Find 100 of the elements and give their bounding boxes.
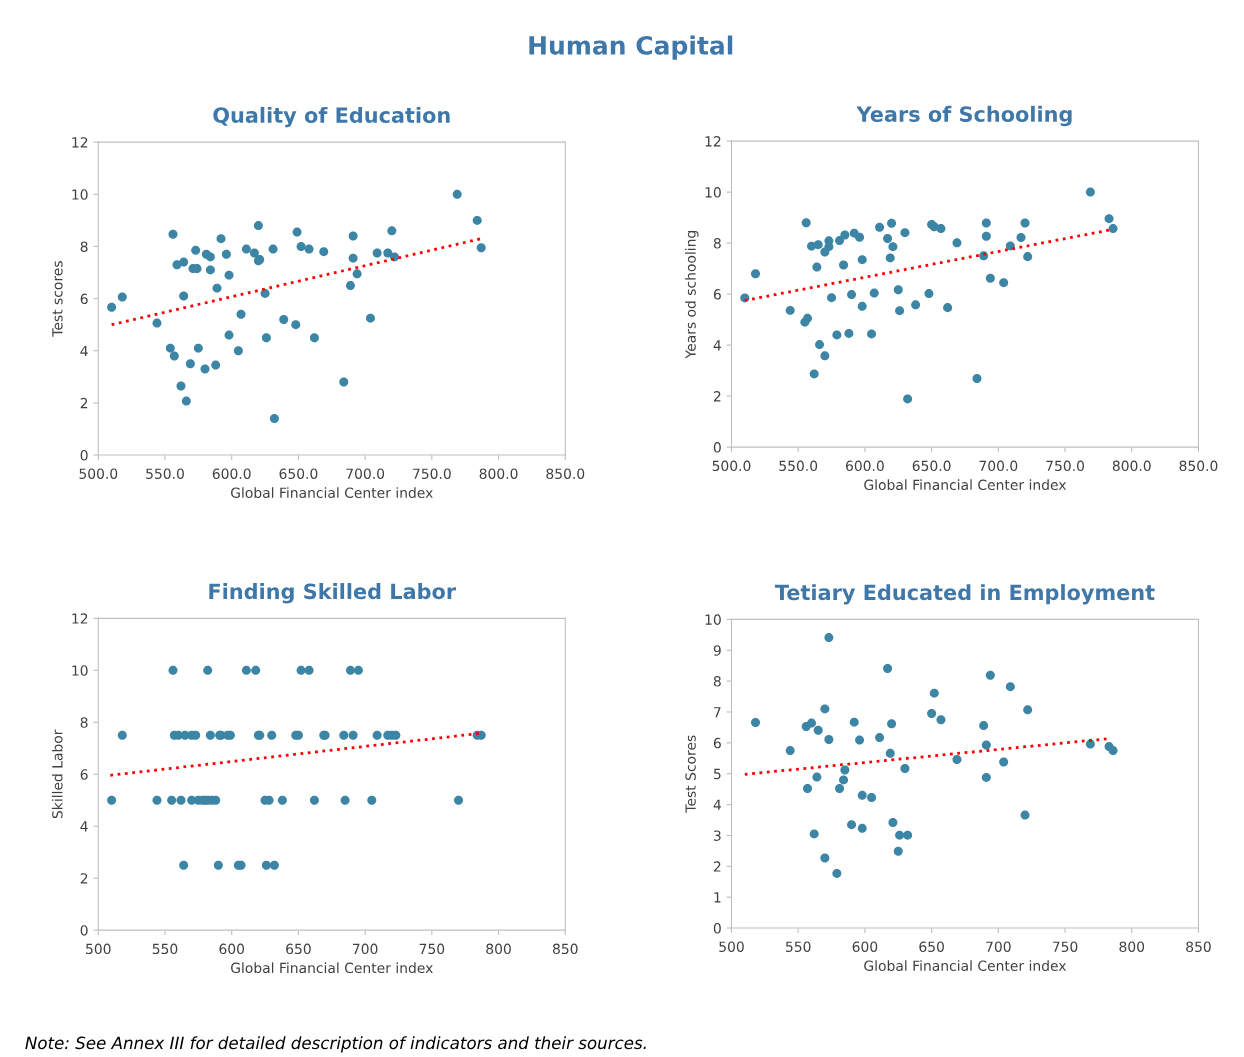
point bbox=[249, 248, 259, 258]
y-tick-label: 5 bbox=[713, 768, 721, 780]
x-tick-label: 800.0 bbox=[479, 468, 518, 479]
point bbox=[812, 262, 822, 272]
point bbox=[236, 309, 246, 319]
point bbox=[785, 746, 795, 756]
x-tick-label: 750.0 bbox=[1046, 460, 1084, 472]
point bbox=[319, 247, 329, 257]
point bbox=[820, 853, 830, 863]
point bbox=[291, 320, 301, 330]
point bbox=[213, 860, 223, 870]
y-tick-label: 10 bbox=[705, 614, 721, 625]
point bbox=[888, 817, 898, 827]
point bbox=[875, 733, 885, 743]
point bbox=[296, 241, 306, 251]
point bbox=[1023, 705, 1033, 715]
point bbox=[809, 829, 819, 839]
point bbox=[869, 288, 879, 298]
text: Note: See Annex III for detailed description of indicators and their sources. bbox=[25, 1036, 646, 1053]
point bbox=[1108, 746, 1118, 756]
point bbox=[304, 244, 314, 254]
x-tick-label: 650 bbox=[919, 941, 944, 952]
point bbox=[268, 244, 278, 254]
point bbox=[340, 795, 350, 805]
point bbox=[855, 232, 865, 242]
y-tick-label: 0 bbox=[80, 925, 88, 936]
y-tick-label: 8 bbox=[80, 241, 88, 252]
point bbox=[847, 290, 857, 300]
point bbox=[885, 748, 895, 758]
point bbox=[185, 359, 195, 369]
point bbox=[888, 242, 898, 252]
point bbox=[936, 224, 946, 234]
point bbox=[203, 665, 213, 675]
point bbox=[840, 765, 850, 775]
point bbox=[857, 255, 867, 265]
x-tick-label: 500 bbox=[719, 941, 744, 952]
point bbox=[820, 351, 830, 361]
point bbox=[1108, 224, 1118, 234]
x-tick-label: 550.0 bbox=[779, 460, 818, 472]
point bbox=[1020, 810, 1030, 820]
x-tick-label: 650.0 bbox=[279, 468, 318, 479]
point bbox=[824, 633, 834, 643]
y-axis-title: Years od schooling bbox=[685, 230, 699, 359]
point bbox=[179, 291, 189, 301]
point bbox=[216, 234, 226, 244]
point bbox=[107, 302, 117, 312]
point bbox=[847, 820, 857, 830]
point bbox=[927, 709, 937, 719]
point bbox=[165, 343, 175, 353]
point bbox=[911, 300, 921, 310]
y-tick-label: 0 bbox=[713, 442, 721, 453]
x-tick-label: 650.0 bbox=[912, 460, 951, 472]
point bbox=[179, 257, 189, 267]
x-tick-label: 700 bbox=[353, 943, 378, 955]
point bbox=[887, 719, 897, 729]
y-tick-label: 12 bbox=[72, 613, 88, 624]
point bbox=[224, 270, 234, 280]
point bbox=[191, 245, 201, 255]
point bbox=[1023, 252, 1033, 262]
point bbox=[152, 795, 162, 805]
point bbox=[815, 340, 825, 350]
point bbox=[309, 333, 319, 343]
chart-title: Years of Schooling bbox=[856, 105, 1072, 127]
point bbox=[813, 725, 823, 735]
x-tick-label: 500.0 bbox=[79, 468, 118, 479]
point bbox=[900, 228, 910, 238]
point bbox=[348, 730, 358, 740]
y-tick-label: 2 bbox=[80, 397, 88, 409]
point bbox=[885, 253, 895, 263]
point bbox=[304, 665, 314, 675]
point bbox=[924, 289, 934, 299]
point bbox=[267, 730, 277, 740]
point bbox=[181, 396, 191, 406]
y-tick-label: 8 bbox=[80, 717, 88, 728]
point bbox=[167, 795, 177, 805]
y-tick-label: 10 bbox=[72, 665, 88, 676]
point bbox=[241, 665, 251, 675]
point bbox=[812, 772, 822, 782]
point bbox=[985, 670, 995, 680]
point bbox=[893, 846, 903, 856]
point bbox=[472, 215, 482, 225]
x-tick-label: 700.0 bbox=[979, 460, 1018, 472]
y-tick-label: 1 bbox=[714, 892, 721, 903]
point bbox=[981, 772, 991, 782]
y-tick-label: 0 bbox=[80, 450, 88, 461]
point bbox=[887, 218, 897, 228]
point bbox=[999, 757, 1009, 767]
x-tick-label: 700.0 bbox=[346, 468, 385, 479]
point bbox=[261, 333, 271, 343]
x-tick-label: 600 bbox=[219, 943, 245, 955]
point bbox=[205, 265, 215, 275]
x-tick-label: 850.0 bbox=[1179, 460, 1218, 472]
point bbox=[176, 381, 186, 391]
x-tick-label: 750.0 bbox=[413, 468, 451, 479]
point bbox=[452, 189, 462, 199]
point bbox=[849, 717, 859, 727]
point bbox=[107, 795, 117, 805]
point bbox=[824, 734, 834, 744]
y-tick-label: 9 bbox=[713, 645, 721, 656]
point bbox=[454, 795, 464, 805]
